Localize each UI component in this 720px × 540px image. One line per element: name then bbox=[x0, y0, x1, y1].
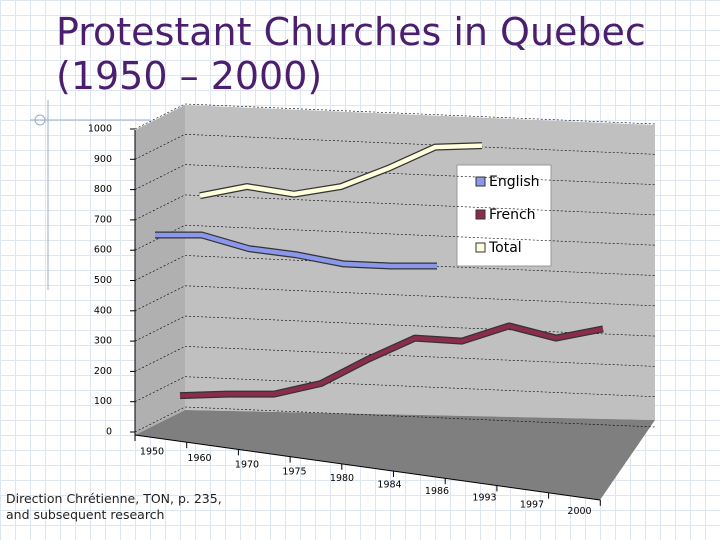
x-tick-label: 1993 bbox=[472, 493, 496, 504]
y-tick-label: 200 bbox=[94, 366, 112, 377]
grid-line bbox=[134, 194, 656, 221]
grid-line bbox=[134, 164, 656, 190]
y-tick-label: 0 bbox=[106, 427, 112, 438]
floor bbox=[135, 410, 655, 500]
y-tick-label: 800 bbox=[94, 184, 112, 195]
y-tick-label: 900 bbox=[94, 154, 112, 165]
x-tick-label: 1984 bbox=[377, 480, 401, 491]
y-tick-label: 100 bbox=[94, 396, 112, 407]
y-tick-label: 600 bbox=[94, 245, 112, 256]
x-tick-label: 1960 bbox=[187, 453, 211, 464]
grid-line bbox=[134, 103, 656, 130]
source-note: Direction Chrétienne, TON, p. 235, and s… bbox=[6, 491, 222, 522]
side-wall bbox=[135, 105, 185, 435]
legend-label: Total bbox=[488, 240, 522, 256]
x-tick-label: 1980 bbox=[330, 473, 354, 484]
line bbox=[199, 143, 483, 198]
legend-swatch bbox=[475, 242, 486, 253]
line bbox=[155, 232, 437, 269]
y-tick-label: 500 bbox=[94, 275, 112, 286]
y-tick-label: 1000 bbox=[88, 124, 112, 135]
x-axis bbox=[134, 434, 601, 501]
y-tick-label: 300 bbox=[94, 336, 112, 347]
grid-line bbox=[134, 224, 656, 251]
legend-label: French bbox=[489, 207, 536, 223]
slide-title: Protestant Churches in Quebec (1950 – 20… bbox=[56, 10, 646, 98]
legend-swatch bbox=[475, 209, 486, 220]
grid-line bbox=[134, 346, 656, 372]
x-tick-label: 1997 bbox=[520, 499, 544, 510]
x-tick-label: 1975 bbox=[282, 466, 306, 477]
x-tick-label: 1950 bbox=[140, 447, 164, 458]
line bbox=[179, 323, 604, 398]
legend-label: English bbox=[489, 174, 540, 190]
legend-swatch bbox=[475, 176, 486, 187]
decor-circle bbox=[34, 114, 46, 126]
legend-box bbox=[456, 164, 552, 267]
y-tick-label: 400 bbox=[94, 305, 112, 316]
x-tick-label: 2000 bbox=[567, 506, 591, 517]
grid-line bbox=[134, 376, 656, 402]
y-tick-label: 700 bbox=[94, 214, 112, 225]
grid-line bbox=[134, 255, 656, 281]
grid-line bbox=[134, 406, 656, 433]
grid-line bbox=[134, 133, 656, 160]
x-tick-label: 1970 bbox=[235, 460, 259, 471]
x-tick-label: 1986 bbox=[425, 486, 449, 497]
grid-line bbox=[134, 285, 656, 312]
